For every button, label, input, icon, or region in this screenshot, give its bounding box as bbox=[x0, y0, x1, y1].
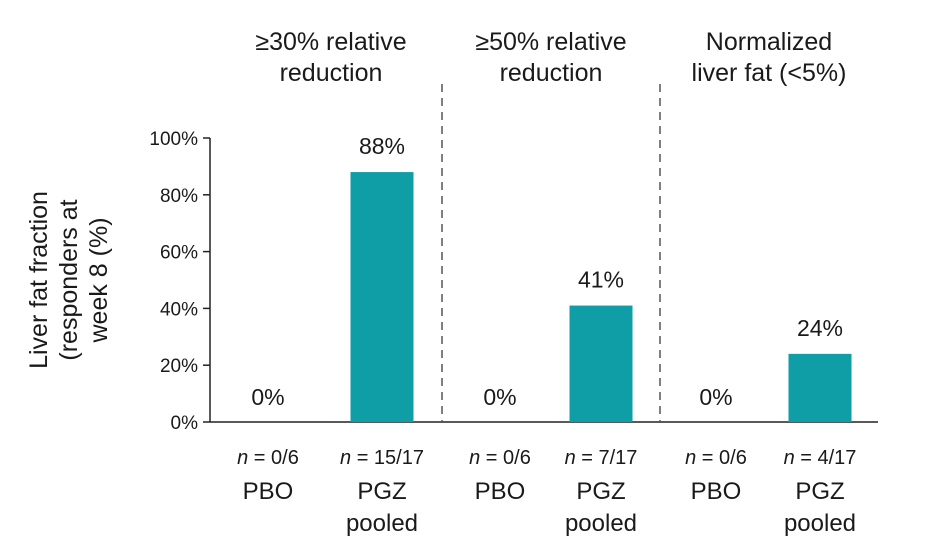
category-label: pooled bbox=[784, 510, 856, 537]
group-title: ≥50% relative bbox=[475, 28, 626, 56]
bar-value-label: 88% bbox=[359, 133, 405, 159]
bar bbox=[569, 305, 633, 422]
group-title: liver fat (<5%) bbox=[692, 59, 847, 87]
group-title: ≥30% relative bbox=[255, 28, 406, 56]
y-axis-label-line: week 8 (%) bbox=[85, 217, 113, 343]
bar-value-label: 0% bbox=[251, 384, 284, 410]
sample-size-label: n = 4/17 bbox=[784, 447, 857, 469]
bar-value-label: 24% bbox=[797, 315, 843, 341]
bar bbox=[350, 172, 414, 422]
bar-value-label: 41% bbox=[578, 267, 624, 293]
sample-size-label: n = 15/17 bbox=[340, 447, 424, 469]
sample-size-label: n = 0/6 bbox=[685, 447, 747, 469]
category-label: PGZ bbox=[576, 478, 625, 505]
sample-size-label: n = 0/6 bbox=[469, 447, 531, 469]
sample-size-label: n = 0/6 bbox=[237, 447, 299, 469]
bar-value-label: 0% bbox=[699, 384, 732, 410]
category-label: PBO bbox=[691, 478, 742, 505]
y-axis-label-line: (responders at bbox=[55, 199, 83, 360]
y-tick-label: 60% bbox=[160, 243, 198, 264]
group-title: reduction bbox=[280, 59, 383, 87]
category-label: pooled bbox=[565, 510, 637, 537]
y-tick-label: 80% bbox=[160, 186, 198, 207]
bar bbox=[788, 353, 852, 422]
category-label: PGZ bbox=[795, 478, 844, 505]
sample-size-label: n = 7/17 bbox=[565, 447, 638, 469]
bar-value-label: 0% bbox=[483, 384, 516, 410]
category-label: PBO bbox=[475, 478, 526, 505]
category-label: pooled bbox=[346, 510, 418, 537]
group-title: Normalized bbox=[706, 28, 832, 56]
y-axis-label: Liver fat fraction (responders at week 8 (… bbox=[25, 191, 113, 369]
y-axis-label-line: Liver fat fraction bbox=[25, 191, 53, 369]
y-tick-label: 20% bbox=[160, 356, 198, 377]
y-tick-label: 40% bbox=[160, 299, 198, 320]
y-tick-label: 100% bbox=[149, 129, 198, 150]
group-title: reduction bbox=[500, 59, 603, 87]
category-label: PBO bbox=[243, 478, 294, 505]
y-tick-label: 0% bbox=[171, 413, 199, 434]
category-label: PGZ bbox=[357, 478, 406, 505]
